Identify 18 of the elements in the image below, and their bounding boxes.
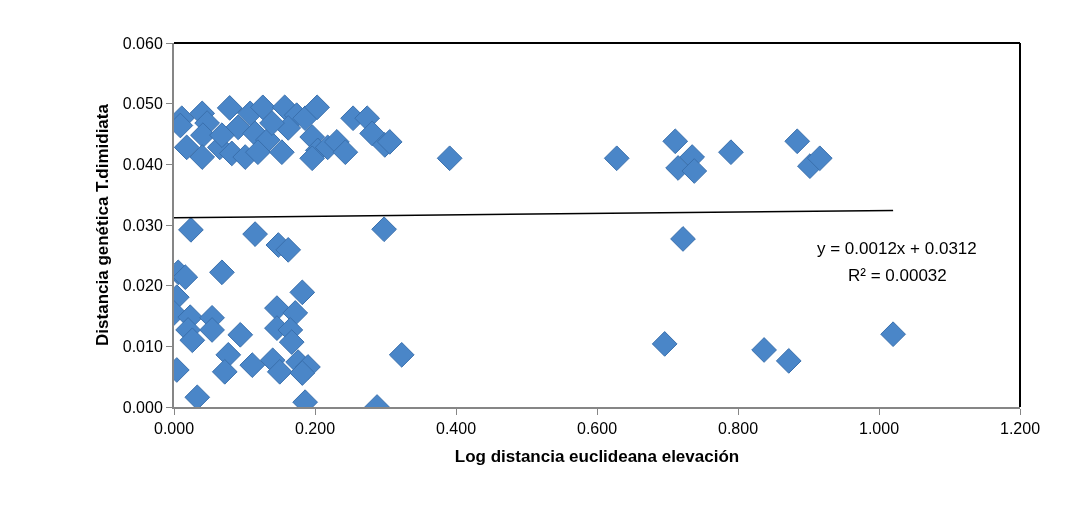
y-axis-title: Distancia genética T.dimidiata — [92, 103, 112, 346]
x-tick-label: 1.000 — [858, 420, 900, 438]
x-tick-label: 0.200 — [294, 420, 336, 438]
y-tick-label: 0.030 — [122, 216, 163, 234]
y-tick-label: 0.010 — [122, 337, 163, 355]
y-tick-label: 0.060 — [122, 34, 163, 52]
y-tick-label: 0.020 — [122, 277, 163, 295]
x-tick-label: 0.800 — [717, 420, 759, 438]
y-tick-label: 0.040 — [122, 155, 163, 173]
annotation: R² = 0.00032 — [848, 266, 947, 285]
x-tick-label: 0.400 — [435, 420, 477, 438]
y-tick-label: 0.050 — [122, 95, 163, 113]
x-tick-label: 0.000 — [153, 420, 195, 438]
x-tick-label: 1.200 — [999, 420, 1041, 438]
annotation: y = 0.0012x + 0.0312 — [817, 239, 977, 258]
x-axis-title: Log distancia euclideana elevación — [454, 447, 740, 467]
y-tick-label: 0.000 — [122, 398, 163, 416]
x-tick-label: 0.600 — [576, 420, 618, 438]
